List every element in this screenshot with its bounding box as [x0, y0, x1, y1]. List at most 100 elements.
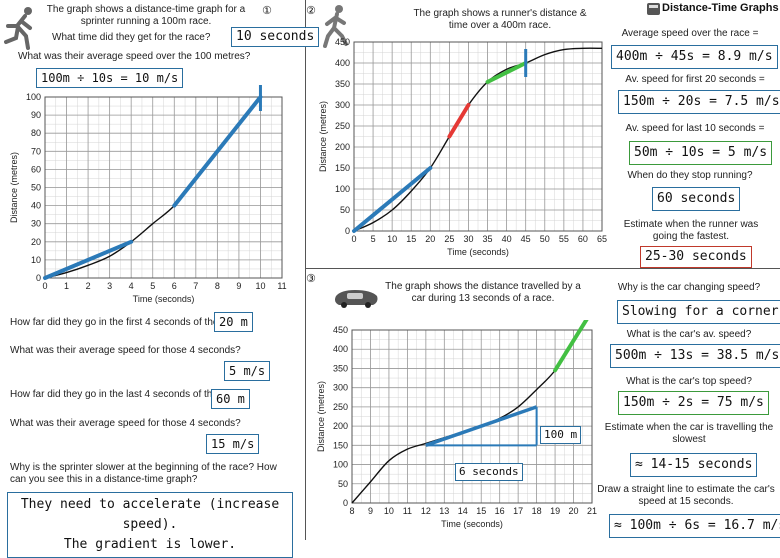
y-axis-label: Distance (metres)	[318, 101, 328, 172]
panel1-answer-last4-speed: 15 m/s	[206, 434, 260, 454]
x-tick-label: 18	[532, 506, 542, 516]
y-tick-label: 50	[338, 479, 348, 489]
chart-sprinter: 0 1 2 3 4 5 6 7 8 9 10 11 0 10 20 30 40 50 60 70 80 90 100 Time…	[9, 85, 287, 304]
y-tick-label: 350	[335, 79, 350, 89]
y-tick-label: 0	[345, 226, 350, 236]
runner-icon	[323, 5, 348, 48]
x-tick-label: 30	[463, 234, 473, 244]
panel3-answer-top: 150m ÷ 2s = 75 m/s	[618, 391, 769, 415]
x-tick-label: 3	[107, 281, 112, 291]
y-tick-label: 100	[26, 92, 41, 102]
x-tick-label: 65	[597, 234, 607, 244]
x-axis-label: Time (seconds)	[441, 519, 503, 529]
panel3-question-avg: What is the car's av. speed?	[626, 329, 752, 340]
x-tick-label: 9	[236, 281, 241, 291]
panel1-answer-first4: 20 m	[214, 312, 253, 332]
y-tick-label: 350	[333, 363, 348, 373]
panel3-question-slowest: Estimate when the car is travelling the …	[604, 422, 774, 445]
panel2-intro: The graph shows a runner's distance & ti…	[413, 8, 587, 31]
y-tick-label: 250	[333, 402, 348, 412]
y-tick-label: 400	[335, 58, 350, 68]
divider-vertical	[305, 0, 306, 540]
car-icon	[335, 290, 378, 308]
panel2-answer-first20: 150m ÷ 20s = 7.5 m/s	[618, 90, 780, 114]
x-tick-label: 15	[406, 234, 416, 244]
y-tick-label: 450	[335, 37, 350, 47]
x-tick-label: 1	[64, 281, 69, 291]
x-tick-label: 50	[540, 234, 550, 244]
series-line-runner	[353, 47, 603, 232]
panel1-answer-time: 10 seconds	[231, 27, 320, 47]
x-tick-label: 21	[587, 506, 597, 516]
x-tick-label: 25	[444, 234, 454, 244]
y-tick-label: 70	[31, 146, 41, 156]
panel1-answer-avg: 100m ÷ 10s = 10 m/s	[36, 68, 184, 88]
x-tick-label: 45	[521, 234, 531, 244]
panel3-number: ③	[306, 272, 316, 285]
panel3-answer-why: Slowing for a corner.	[617, 300, 780, 324]
x-tick-label: 55	[559, 234, 569, 244]
x-axis-label: Time (seconds)	[447, 247, 509, 257]
x-tick-label: 5	[371, 234, 376, 244]
panel2-answer-stop: 60 seconds	[652, 187, 741, 211]
panel3-answer-avg: 500m ÷ 13s = 38.5 m/s	[610, 344, 780, 368]
x-tick-label: 10	[384, 506, 394, 516]
x-tick-label: 40	[502, 234, 512, 244]
calculator-icon	[647, 3, 660, 15]
panel1-intro: The graph shows a distance-time graph fo…	[46, 4, 246, 27]
panel3-question-top: What is the car's top speed?	[626, 376, 752, 387]
panel2-answer-avg: 400m ÷ 45s = 8.9 m/s	[611, 45, 778, 69]
panel1-number: ①	[262, 4, 272, 17]
x-tick-label: 2	[86, 281, 91, 291]
panel3-question-tangent: Draw a straight line to estimate the car…	[597, 484, 775, 507]
x-tick-label: 7	[193, 281, 198, 291]
y-tick-label: 90	[31, 110, 41, 120]
panel1-answer-slower: They need to accelerate (increase speed)…	[7, 492, 293, 558]
x-tick-label: 8	[215, 281, 220, 291]
y-tick-label: 40	[31, 201, 41, 211]
x-tick-label: 11	[403, 506, 412, 516]
tangent-run-label: 6 seconds	[455, 463, 523, 481]
panel1-answer-first4-speed: 5 m/s	[224, 361, 271, 381]
panel1-question-slower: Why is the sprinter slower at the beginn…	[10, 462, 277, 485]
x-tick-label: 6	[172, 281, 177, 291]
panel1-question-last4-speed: What was their average speed for those 4…	[10, 418, 241, 429]
panel2-question-avg: Average speed over the race =	[621, 28, 759, 39]
x-tick-label: 13	[439, 506, 449, 516]
highlight-segment	[553, 320, 589, 373]
panel3-intro: The graph shows the distance travelled b…	[385, 281, 581, 304]
panel1-question-last4: How far did they go in the last 4 second…	[10, 389, 246, 400]
panel2-number: ②	[306, 4, 316, 17]
x-tick-label: 10	[387, 234, 397, 244]
x-tick-label: 17	[513, 506, 523, 516]
panel1-question-first4: How far did they go in the first 4 secon…	[10, 317, 247, 328]
plot-frame	[44, 96, 283, 279]
panel1-answer-slower-line1: They need to accelerate (increase speed)…	[20, 497, 280, 532]
x-tick-label: 14	[458, 506, 468, 516]
x-tick-label: 19	[550, 506, 560, 516]
x-tick-label: 0	[42, 281, 47, 291]
panel3-answer-tangent: ≈ 100m ÷ 6s = 16.7 m/s	[609, 514, 780, 538]
y-tick-label: 60	[31, 164, 41, 174]
x-tick-label: 5	[150, 281, 155, 291]
chart-runner: 0 5 10 15 20 25 30 35 40 45 50 55 60 65 0 50 100 150 200 25…	[318, 37, 607, 257]
plot-frame	[353, 41, 603, 232]
panel2-question-fastest: Estimate when the runner was going the f…	[623, 219, 759, 242]
x-tick-label: 35	[483, 234, 493, 244]
y-tick-label: 400	[333, 344, 348, 354]
y-axis-label: Distance (metres)	[9, 152, 19, 223]
panel1-question-first4-speed: What was their average speed for those 4…	[10, 345, 241, 356]
x-tick-label: 9	[368, 506, 373, 516]
x-tick-label: 20	[425, 234, 435, 244]
panel2-answer-fastest: 25-30 seconds	[640, 246, 752, 268]
y-tick-label: 100	[333, 460, 348, 470]
y-tick-label: 10	[31, 255, 41, 265]
y-tick-label: 100	[335, 184, 350, 194]
highlight-segment	[447, 103, 471, 139]
panel1-question-time: What time did they get for the race?	[52, 32, 211, 43]
y-tick-label: 200	[335, 142, 350, 152]
y-tick-label: 300	[333, 383, 348, 393]
panel2-question-stop: When do they stop running?	[627, 170, 753, 181]
x-tick-label: 15	[476, 506, 486, 516]
page-title: Distance-Time Graphs	[662, 2, 779, 14]
